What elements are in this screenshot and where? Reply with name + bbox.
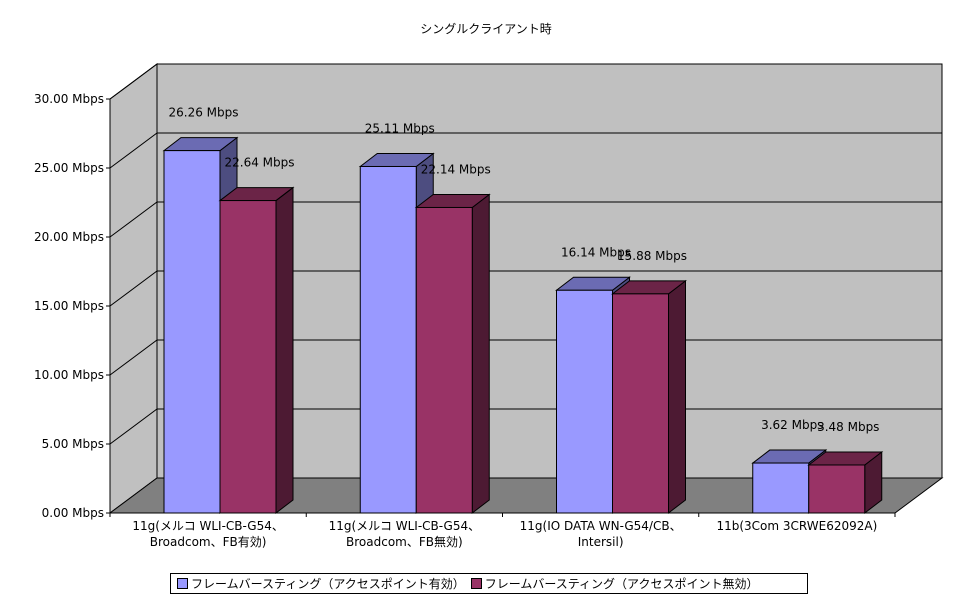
bar-series-2	[218, 186, 295, 515]
data-label: 3.62 Mbps	[761, 418, 823, 432]
bar-front	[219, 200, 277, 514]
gridline	[109, 201, 942, 238]
legend-label-series-1: フレームバースティング（アクセスポイント有効）	[191, 577, 465, 591]
legend-item-series-2: フレームバースティング（アクセスポイント無効）	[470, 575, 759, 592]
legend-swatch-series-2	[470, 578, 482, 589]
y-tick-label: 20.00 Mbps	[34, 230, 104, 244]
legend-swatch-series-1	[177, 578, 188, 589]
x-tick-label: 11g(メルコ WLI-CB-G54、 Broadcom、FB無効)	[329, 519, 481, 549]
data-label: 25.11 Mbps	[365, 121, 435, 135]
legend: フレームバースティング（アクセスポイント有効） フレームバースティング（アクセス…	[170, 573, 808, 594]
data-label: 3.48 Mbps	[817, 420, 879, 434]
bar-side	[668, 279, 686, 515]
chart-title: シングルクライアント時	[420, 22, 552, 36]
y-tick-label: 10.00 Mbps	[34, 368, 104, 382]
bar-series-2	[414, 193, 491, 515]
x-tick-label: 11g(メルコ WLI-CB-G54、 Broadcom、FB有効)	[132, 519, 284, 549]
data-label: 15.88 Mbps	[617, 249, 687, 263]
data-label: 26.26 Mbps	[168, 106, 238, 120]
data-label: 22.14 Mbps	[421, 162, 491, 176]
bar-front	[808, 464, 866, 514]
bar-series-2	[807, 450, 884, 515]
data-label: 22.64 Mbps	[224, 156, 294, 170]
legend-item-series-1: フレームバースティング（アクセスポイント有効）	[177, 575, 465, 592]
bar-side	[471, 193, 490, 515]
gridline	[109, 270, 942, 307]
bar-front	[415, 206, 473, 514]
y-tick-label: 15.00 Mbps	[34, 299, 104, 313]
bar-front	[163, 150, 221, 514]
bar-front	[556, 289, 613, 514]
bar-side	[275, 186, 294, 515]
y-tick-label: 0.00 Mbps	[42, 506, 104, 520]
y-tick-label: 25.00 Mbps	[34, 161, 104, 175]
x-tick-label: 11g(IO DATA WN-G54/CB、 Intersil)	[520, 519, 682, 549]
bar-front	[612, 293, 669, 514]
legend-label-series-2: フレームバースティング（アクセスポイント無効）	[484, 577, 759, 591]
y-tick-label: 5.00 Mbps	[42, 437, 104, 451]
bar-front	[359, 165, 417, 514]
bar-series-2	[611, 279, 687, 515]
gridline	[109, 132, 942, 169]
bar-front	[752, 462, 810, 514]
y-tick-label: 30.00 Mbps	[34, 92, 104, 106]
x-tick-label: 11b(3Com 3CRWE62092A)	[716, 519, 877, 533]
data-label: 16.14 Mbps	[561, 245, 631, 259]
gridline	[109, 63, 942, 100]
